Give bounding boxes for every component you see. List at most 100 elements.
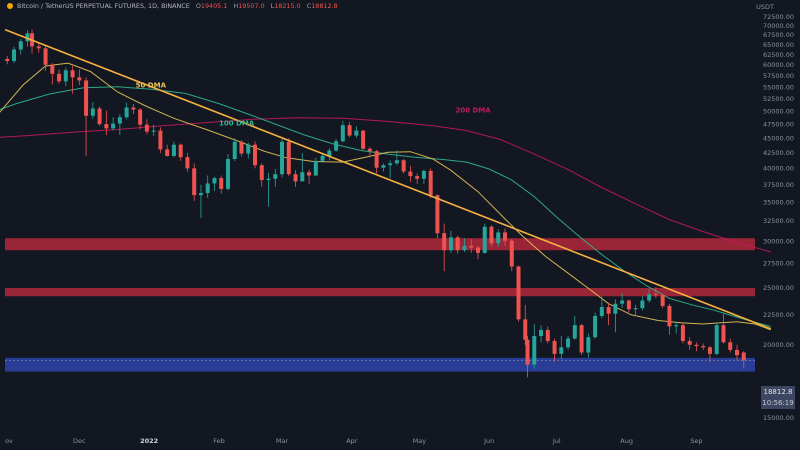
candle-body[interactable] [151,130,156,132]
candle-body[interactable] [57,73,62,82]
candle-body[interactable] [435,195,440,234]
candle-body[interactable] [489,226,494,244]
candle-body[interactable] [361,130,366,149]
candle-body[interactable] [225,158,230,189]
candle-body[interactable] [701,346,706,348]
candle-body[interactable] [523,319,528,340]
candle-body[interactable] [741,352,746,361]
candle-body[interactable] [104,124,109,129]
candle-body[interactable] [633,308,638,310]
candle-body[interactable] [613,303,618,314]
symbol-title[interactable]: Bitcoin / TetherUS PERPETUAL FUTURES, 1D… [17,2,190,10]
resistance-zone[interactable] [5,287,755,297]
candle-body[interactable] [388,163,393,166]
candle-body[interactable] [259,165,264,181]
candle-body[interactable] [50,64,55,74]
candle-body[interactable] [421,170,426,179]
resistance-zone[interactable] [5,238,755,251]
ma100-line[interactable] [0,86,771,327]
candle-body[interactable] [475,247,480,253]
candle-body[interactable] [559,347,564,354]
support-zone[interactable] [5,357,755,372]
candle-body[interactable] [469,245,474,248]
candle-body[interactable] [721,325,726,343]
candle-body[interactable] [728,342,733,350]
candle-body[interactable] [455,237,460,251]
candle-body[interactable] [239,141,244,154]
candle-body[interactable] [165,149,170,156]
candle-body[interactable] [394,160,399,164]
candle-body[interactable] [307,172,312,176]
candle-body[interactable] [442,233,447,251]
candle-body[interactable] [253,144,257,166]
candle-body[interactable] [84,80,89,116]
candle-body[interactable] [111,123,116,129]
candle-body[interactable] [428,170,433,196]
candle-body[interactable] [572,325,577,339]
candle-body[interactable] [626,300,631,310]
candle-body[interactable] [246,144,251,154]
candle-body[interactable] [70,70,75,78]
candle-body[interactable] [381,165,386,168]
candle-body[interactable] [552,340,557,354]
candle-body[interactable] [674,325,679,327]
candle-body[interactable] [43,48,48,65]
candle-body[interactable] [320,155,325,161]
candle-body[interactable] [185,157,190,169]
ma50-line[interactable] [0,62,771,331]
candle-body[interactable] [340,125,345,142]
candle-body[interactable] [18,41,23,50]
candle-body[interactable] [640,300,645,309]
candle-body[interactable] [171,144,176,156]
candle-body[interactable] [647,294,652,301]
candle-body[interactable] [374,151,379,168]
candle-body[interactable] [280,141,285,175]
candle-body[interactable] [5,58,10,61]
candle-body[interactable] [667,305,672,327]
candle-body[interactable] [586,337,591,353]
candle-body[interactable] [620,300,625,304]
descending-trendline[interactable] [4,28,772,330]
candle-body[interactable] [327,150,332,156]
candle-body[interactable] [593,315,598,338]
candle-body[interactable] [660,295,665,306]
candle-body[interactable] [599,307,604,316]
candle-body[interactable] [273,174,278,179]
candle-body[interactable] [408,171,413,177]
candle-body[interactable] [516,266,521,320]
candle-body[interactable] [503,232,507,241]
candle-body[interactable] [178,144,183,158]
candle-body[interactable] [158,130,163,150]
candle-body[interactable] [525,339,530,365]
candle-body[interactable] [77,77,82,81]
candle-body[interactable] [482,226,487,253]
candle-body[interactable] [680,325,685,341]
ma200-line[interactable] [0,117,771,253]
candle-body[interactable] [509,240,514,267]
candle-body[interactable] [687,340,692,345]
price-axis-panel[interactable] [755,0,800,450]
candle-body[interactable] [334,141,339,151]
candle-body[interactable] [367,148,372,152]
candle-body[interactable] [415,176,420,179]
candle-body[interactable] [448,237,453,251]
candle-body[interactable] [354,130,359,136]
candle-body[interactable] [131,107,136,110]
candle-body[interactable] [266,178,271,181]
candle-body[interactable] [12,49,17,61]
candle-body[interactable] [566,338,571,348]
candle-body[interactable] [606,307,611,314]
candle-body[interactable] [124,107,129,118]
candle-body[interactable] [313,160,318,176]
candle-body[interactable] [219,178,224,189]
candle-body[interactable] [496,232,501,244]
candle-body[interactable] [63,70,68,82]
candle-body[interactable] [36,46,41,49]
candle-body[interactable] [25,33,30,42]
candle-body[interactable] [144,124,149,132]
candle-body[interactable] [117,117,122,124]
candle-body[interactable] [653,294,658,296]
candle-body[interactable] [138,109,143,125]
candle-body[interactable] [539,329,544,337]
